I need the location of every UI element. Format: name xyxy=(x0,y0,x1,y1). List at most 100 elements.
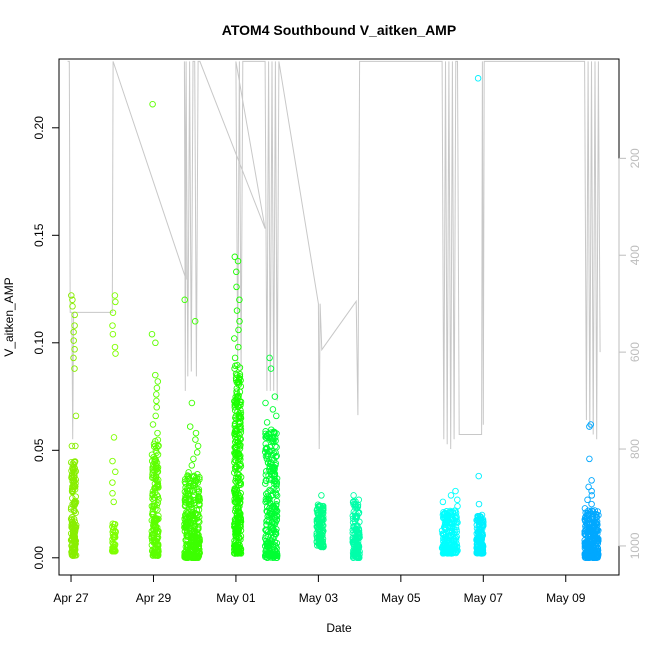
data-point xyxy=(155,442,162,450)
data-point xyxy=(271,465,278,472)
data-point xyxy=(154,548,162,556)
data-point xyxy=(193,486,201,493)
plot-frame xyxy=(58,58,620,576)
data-point xyxy=(148,531,156,538)
data-point xyxy=(593,514,600,521)
data-point xyxy=(273,497,281,505)
data-point xyxy=(234,361,241,369)
data-point xyxy=(450,519,457,527)
data-point-outlier xyxy=(262,399,269,407)
data-point xyxy=(195,486,203,493)
data-point xyxy=(352,513,360,521)
data-point xyxy=(440,508,447,516)
data-point xyxy=(584,544,591,551)
data-point-outlier xyxy=(111,292,119,299)
data-point-outlier xyxy=(269,406,277,413)
data-point xyxy=(187,519,195,527)
data-point xyxy=(264,459,272,467)
data-point xyxy=(182,480,189,487)
data-point-outlier xyxy=(235,326,242,334)
data-point xyxy=(185,469,192,476)
data-point-outlier xyxy=(109,490,116,497)
data-point xyxy=(273,539,281,547)
secondary-y-tick-label: 1000 xyxy=(628,532,642,559)
data-point xyxy=(440,546,448,553)
data-point xyxy=(149,488,157,495)
data-point xyxy=(477,528,485,536)
data-point xyxy=(148,451,156,458)
data-point xyxy=(233,441,241,449)
data-point xyxy=(237,452,244,460)
data-point xyxy=(270,526,277,534)
x-tick-label: May 09 xyxy=(546,591,586,605)
data-point xyxy=(594,508,601,515)
data-point xyxy=(355,554,362,561)
data-point xyxy=(264,533,272,541)
x-tick-label: Apr 29 xyxy=(136,591,172,605)
data-point-outlier xyxy=(188,462,196,469)
data-point-outlier xyxy=(71,311,78,319)
data-point-outlier xyxy=(588,477,595,484)
data-point xyxy=(269,437,277,444)
data-point-outlier xyxy=(109,479,116,486)
data-point xyxy=(188,554,196,562)
data-point xyxy=(234,490,242,497)
data-point xyxy=(313,532,320,539)
data-point xyxy=(187,527,194,535)
data-point-outlier xyxy=(71,365,78,372)
secondary-y-tick-label: 800 xyxy=(628,439,642,459)
data-point xyxy=(235,438,242,445)
data-point-outlier xyxy=(112,298,119,306)
data-point-outlier xyxy=(231,354,239,362)
x-tick-label: May 01 xyxy=(216,591,256,605)
data-point xyxy=(354,522,361,529)
data-point xyxy=(233,385,241,392)
data-point xyxy=(449,508,457,516)
data-point xyxy=(151,484,158,492)
data-point-outlier xyxy=(71,322,78,329)
data-point xyxy=(152,456,159,463)
data-point xyxy=(111,548,119,555)
data-point xyxy=(447,532,455,539)
data-point xyxy=(270,503,277,511)
data-point-outlier xyxy=(109,330,117,338)
data-point xyxy=(235,497,242,504)
data-point xyxy=(235,507,242,514)
data-point xyxy=(269,518,276,526)
secondary-series-layer xyxy=(67,60,601,450)
data-point xyxy=(268,525,276,532)
y-axis-title: V_aitken_AMP xyxy=(2,277,16,356)
data-point-outlier xyxy=(68,292,75,299)
data-point xyxy=(265,511,273,519)
data-point xyxy=(272,491,280,498)
data-point xyxy=(317,525,324,532)
data-point-outlier xyxy=(152,412,159,420)
data-point xyxy=(268,456,276,463)
data-point xyxy=(68,514,76,521)
data-point-outlier xyxy=(148,330,156,338)
data-point xyxy=(265,551,272,559)
data-point xyxy=(584,551,592,558)
data-point xyxy=(356,518,363,526)
data-point xyxy=(235,394,242,402)
data-point-outlier xyxy=(69,296,76,304)
data-point xyxy=(479,516,487,523)
data-point-outlier xyxy=(447,492,455,499)
data-point xyxy=(236,398,244,406)
data-point-outlier xyxy=(192,436,199,443)
x-axis: Apr 27 Apr 29 May 01 May 03 May 05 May 07 May … xyxy=(53,574,586,605)
data-point xyxy=(71,465,79,472)
data-point-outlier xyxy=(194,442,202,450)
data-point xyxy=(262,471,270,479)
x-axis-title: Date xyxy=(326,621,352,635)
data-point xyxy=(153,524,161,531)
data-point xyxy=(148,502,156,510)
data-point xyxy=(183,529,191,537)
data-point xyxy=(443,516,450,524)
data-point xyxy=(441,524,449,531)
data-point xyxy=(236,435,244,442)
data-point xyxy=(181,502,189,510)
data-point xyxy=(235,471,243,479)
